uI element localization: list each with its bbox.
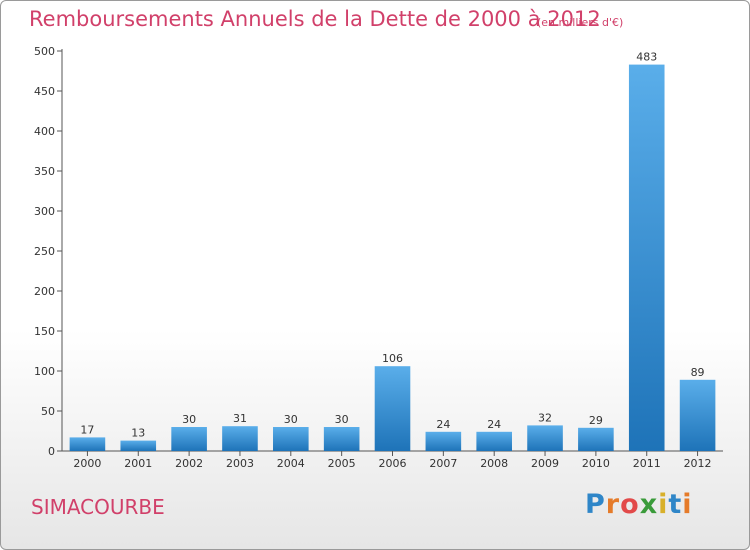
commune-name: SIMACOURBE [31,495,165,519]
bar [323,427,360,451]
bar [273,427,309,451]
bar [69,437,106,451]
y-tick-label: 150 [34,325,55,338]
x-tick-label: 2000 [73,457,101,470]
y-tick-label: 100 [34,365,55,378]
y-tick-label: 500 [34,45,55,58]
data-label: 483 [636,51,657,64]
logo-letter: r [605,489,621,520]
logo-letter: t [668,489,683,520]
y-tick-label: 250 [34,245,55,258]
y-tick-label: 50 [41,405,55,418]
x-tick-label: 2012 [684,457,712,470]
x-tick-label: 2002 [175,457,203,470]
logo-letter: i [658,489,669,520]
bar [425,431,462,451]
bar [476,431,512,451]
x-tick-label: 2008 [480,457,508,470]
bar [374,366,411,451]
x-tick-label: 2001 [124,457,152,470]
x-tick-label: 2003 [226,457,254,470]
x-tick-label: 2007 [429,457,457,470]
data-label: 31 [233,412,247,425]
bar [628,64,665,451]
data-label: 17 [80,423,94,436]
x-tick-label: 2011 [633,457,661,470]
data-label: 29 [589,414,603,427]
y-tick-label: 0 [48,445,55,458]
bar [679,379,716,451]
logo-letter: P [585,489,606,520]
y-tick-label: 350 [34,165,55,178]
data-label: 13 [131,427,145,440]
x-tick-label: 2005 [328,457,356,470]
x-tick-label: 2006 [379,457,407,470]
bars [69,64,716,451]
y-tick-label: 300 [34,205,55,218]
bar [171,427,207,451]
data-label: 30 [284,413,298,426]
bar [120,440,157,451]
x-tick-label: 2004 [277,457,305,470]
bar [578,427,614,451]
data-label: 106 [382,352,403,365]
proxiti-logo: Proxiti [585,489,693,520]
bar [527,425,563,451]
data-label: 30 [182,413,196,426]
data-label: 32 [538,411,552,424]
y-tick-label: 450 [34,85,55,98]
labels: 2000 17 2001 13 2002 30 2003 31 2004 30 2005 30 2006… [73,51,711,470]
x-tick-label: 2010 [582,457,610,470]
bar [222,426,258,451]
y-tick-label: 200 [34,285,55,298]
y-tick-label: 400 [34,125,55,138]
logo-letter: o [620,489,640,520]
chart-subtitle: (en milliers d'€) [537,16,624,29]
x-tick-label: 2009 [531,457,559,470]
data-label: 24 [487,418,501,431]
chart-title: Remboursements Annuels de la Dette de 20… [29,7,601,31]
data-label: 24 [436,418,450,431]
data-label: 30 [335,413,349,426]
data-label: 89 [691,366,705,379]
logo-letter: i [682,489,693,520]
logo-letter: x [639,489,659,520]
